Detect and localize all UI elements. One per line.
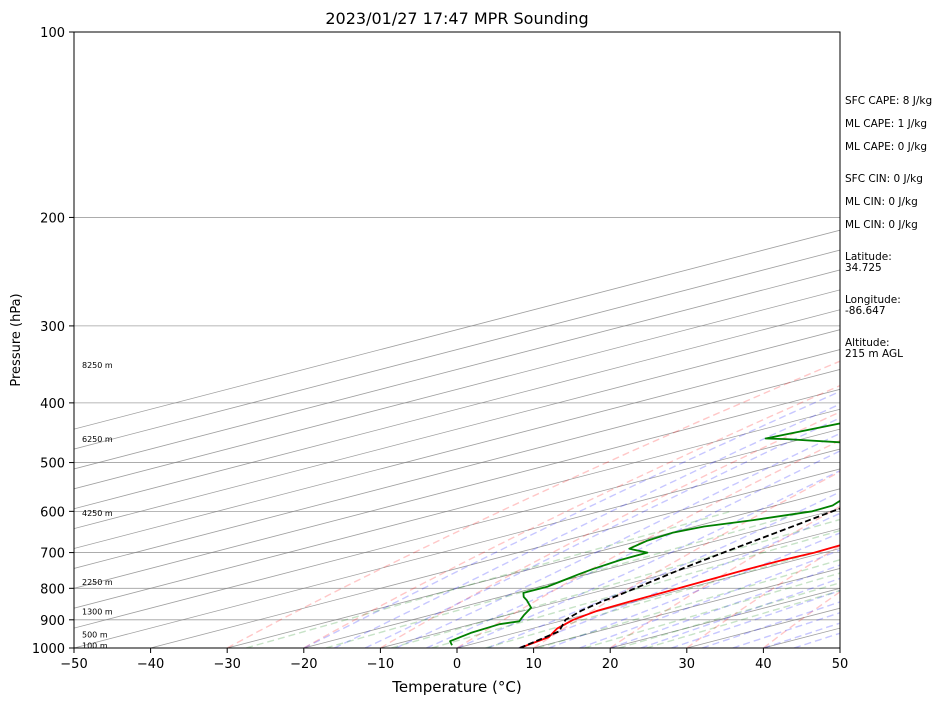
y-axis-label: Pressure (hPa) xyxy=(9,293,24,386)
moist-adiabat xyxy=(640,577,840,648)
isotherm xyxy=(74,448,840,648)
height-labels: 100 m 500 m 1300 m 2250 m 4250 m 6250 m 8250 m xyxy=(82,361,113,650)
y-tick-label: 300 xyxy=(40,320,65,335)
mixing-ratio-line xyxy=(618,582,840,648)
mixing-ratio-line xyxy=(391,518,840,648)
isotherm xyxy=(74,369,840,569)
mixing-ratio-line xyxy=(431,529,840,648)
isotherm xyxy=(74,349,840,549)
isotherm xyxy=(74,388,840,589)
x-tick-label: −20 xyxy=(290,657,317,672)
y-axis: 1000 900 800 700 600 500 400 300 200 100 xyxy=(32,26,74,657)
parameter-line: ML CIN: 0 J/kg xyxy=(845,196,918,208)
x-tick-label: 50 xyxy=(832,657,849,672)
x-tick-label: −50 xyxy=(60,657,87,672)
moist-adiabat xyxy=(671,589,840,648)
dewpoint-trace xyxy=(449,422,840,646)
isotherm xyxy=(74,428,840,629)
sounding-traces xyxy=(449,422,840,648)
parameter-line: SFC CAPE: 8 J/kg xyxy=(845,95,932,107)
y-tick-label: 100 xyxy=(40,26,65,41)
moist-adiabat xyxy=(701,601,840,648)
height-label: 8250 m xyxy=(82,361,113,370)
temperature-trace xyxy=(519,544,840,648)
chart-title: 2023/01/27 17:47 MPR Sounding xyxy=(325,9,588,28)
x-tick-label: 0 xyxy=(453,657,461,672)
x-tick-label: 10 xyxy=(525,657,542,672)
parameter-line: SFC CIN: 0 J/kg xyxy=(845,173,923,185)
sounding-parameters: SFC CAPE: 8 J/kg ML CAPE: 1 J/kg ML CAPE: … xyxy=(845,95,932,360)
moist-adiabat xyxy=(487,491,840,648)
dry-adiabat xyxy=(762,590,840,648)
y-tick-label: 500 xyxy=(40,457,65,472)
isotherm xyxy=(74,269,840,470)
y-tick-label: 200 xyxy=(40,211,65,226)
x-tick-label: 30 xyxy=(679,657,696,672)
parameter-line: ML CAPE: 0 J/kg xyxy=(845,141,927,153)
moist-adiabat xyxy=(395,432,840,648)
y-tick-label: 600 xyxy=(40,505,65,520)
moist-adiabat xyxy=(579,549,840,648)
y-tick-label: 900 xyxy=(40,614,65,629)
isotherm xyxy=(74,229,840,430)
isotherm xyxy=(74,249,840,450)
x-tick-label: 20 xyxy=(602,657,619,672)
moist-adiabat xyxy=(364,417,840,648)
height-label: 1300 m xyxy=(82,607,113,616)
isotherm xyxy=(74,309,840,510)
isotherm xyxy=(74,289,840,490)
y-tick-label: 700 xyxy=(40,547,65,562)
isotherm xyxy=(150,468,840,648)
parameter-line: 34.725 xyxy=(845,262,882,274)
height-label: 500 m xyxy=(82,630,108,639)
height-label: 2250 m xyxy=(82,578,113,587)
y-tick-label: 800 xyxy=(40,582,65,597)
isotherm xyxy=(380,528,840,648)
parameter-line: -86.647 xyxy=(845,305,886,317)
isotherm xyxy=(227,488,840,648)
mixing-ratio-line xyxy=(245,510,732,648)
dry-adiabat xyxy=(226,360,840,648)
y-tick-label: 400 xyxy=(40,397,65,412)
height-label: 100 m xyxy=(82,641,108,650)
height-label: 6250 m xyxy=(82,435,113,444)
x-axis: −50 −40 −30 −20 −10 0 10 20 30 40 50 xyxy=(60,648,848,672)
y-tick-label: 1000 xyxy=(32,642,65,657)
isotherm xyxy=(74,408,840,609)
x-tick-label: −10 xyxy=(367,657,394,672)
parameter-line: Longitude: xyxy=(845,294,901,306)
parameter-line: Altitude: xyxy=(845,337,890,349)
parameter-line: ML CIN: 0 J/kg xyxy=(845,219,918,231)
mixing-ratio-line xyxy=(325,510,807,648)
parameter-line: 215 m AGL xyxy=(845,348,903,360)
dry-adiabat xyxy=(609,505,840,648)
isotherm xyxy=(303,508,840,648)
moist-adiabat xyxy=(548,532,840,648)
x-axis-label: Temperature (°C) xyxy=(391,678,521,696)
dry-adiabat xyxy=(303,384,840,648)
parameter-line: Latitude: xyxy=(845,251,892,263)
mixing-ratio-line xyxy=(537,559,840,648)
mixing-ratio-line xyxy=(584,572,840,648)
x-tick-label: 40 xyxy=(755,657,772,672)
parameter-line: ML CAPE: 1 J/kg xyxy=(845,118,927,130)
isotherm xyxy=(74,329,840,530)
x-tick-label: −40 xyxy=(137,657,164,672)
dry-adiabat xyxy=(533,471,840,648)
x-tick-label: −30 xyxy=(213,657,240,672)
mixing-ratio-line xyxy=(485,544,840,648)
background-lines xyxy=(74,32,840,648)
height-label: 4250 m xyxy=(82,509,113,518)
